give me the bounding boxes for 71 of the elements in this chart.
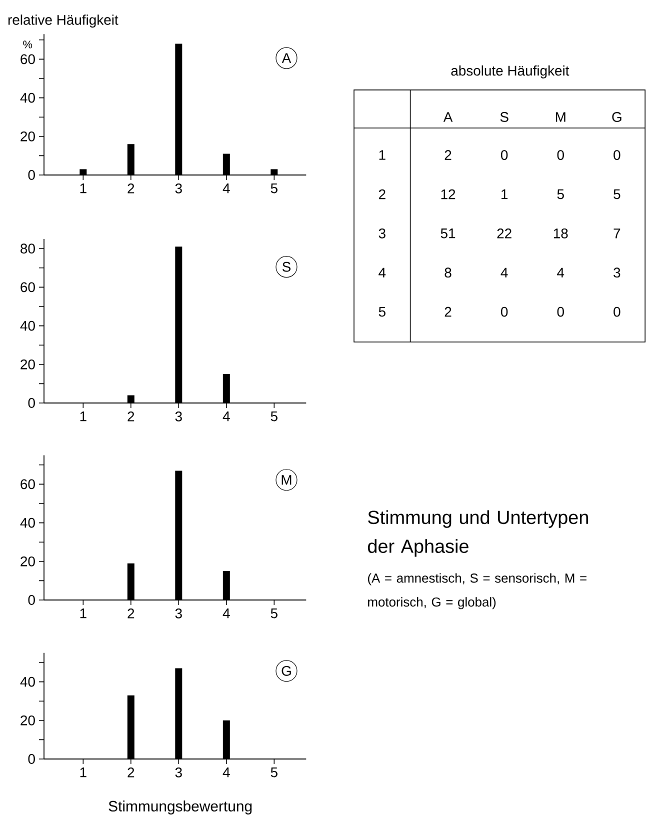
y-axis-title: relative Häufigkeit (8, 14, 118, 28)
x-tick-label: 2 (128, 608, 134, 618)
y-tick-label: 20 (20, 715, 35, 726)
y-tick-label: 20 (20, 359, 35, 370)
data-label: 22 (497, 228, 512, 238)
data-label: 2 (444, 150, 452, 160)
data-label: 0 (557, 150, 564, 160)
x-axis-title: Stimmungsbewertung (108, 800, 252, 814)
y-tick-label: 60 (20, 54, 35, 64)
x-tick-label: 1 (80, 608, 86, 618)
data-label: 0 (614, 150, 620, 160)
x-tick-label: 4 (222, 412, 230, 422)
x-tick-label: 5 (270, 608, 278, 618)
text: S (282, 262, 291, 272)
text: A (282, 53, 292, 63)
x-tick-label: 1 (80, 412, 86, 422)
data-label: 4 (500, 268, 508, 278)
y-tick-label: 60 (20, 282, 35, 292)
x-tick-label: 2 (128, 412, 134, 422)
y-tick-label: 20 (20, 131, 35, 142)
y-tick-label: 60 (20, 479, 35, 490)
y-tick-label: 80 (20, 244, 35, 254)
y-tick-label: 40 (20, 676, 35, 687)
text: Stimmung und Untertypen der Aphasie (368, 510, 588, 557)
x-tick-label: 4 (222, 608, 230, 618)
chart-title: absolute Häufigkeit (451, 65, 570, 78)
y-tick-label: 0 (28, 170, 35, 180)
data-label: 3 (614, 268, 620, 278)
y-tick-label: 20 (20, 556, 35, 566)
x-tick-label: 5 (270, 768, 278, 778)
x-tick-label: 3 (175, 768, 182, 778)
y-tick-label: 0 (28, 595, 35, 605)
data-label: 2 (444, 306, 452, 317)
y-tick-label: 4 (378, 268, 386, 278)
x-tick-label: A (443, 112, 453, 122)
data-label: 8 (444, 268, 452, 278)
x-tick-label: G (612, 112, 622, 122)
y-tick-label: 3 (378, 228, 386, 238)
y-tick-label: 0 (28, 754, 35, 764)
x-tick-label: 2 (128, 768, 134, 778)
text: % (23, 40, 32, 48)
y-tick-label: 1 (379, 150, 386, 160)
x-tick-label: M (556, 112, 566, 122)
x-tick-label: 1 (80, 768, 86, 778)
y-tick-label: 40 (20, 320, 35, 331)
x-tick-label: 3 (175, 412, 182, 422)
data-label: 51 (440, 228, 456, 238)
x-tick-label: 1 (80, 184, 86, 194)
y-tick-label: 40 (20, 92, 35, 103)
x-tick-label: S (500, 112, 508, 122)
data-label: 12 (441, 189, 456, 200)
data-label: 7 (614, 228, 620, 238)
data-label: 4 (557, 268, 564, 278)
x-tick-label: 3 (175, 608, 182, 618)
y-tick-label: 40 (20, 518, 35, 528)
y-tick-label: 5 (378, 306, 386, 317)
data-label: 0 (500, 150, 508, 160)
data-label: 0 (500, 306, 508, 317)
x-tick-label: 4 (222, 768, 230, 778)
text: M (282, 475, 292, 485)
y-tick-label: 0 (28, 398, 35, 408)
data-label: 18 (554, 228, 568, 238)
x-tick-label: 2 (128, 184, 134, 194)
text: G (282, 666, 291, 676)
x-tick-label: 5 (270, 184, 278, 194)
x-tick-label: 3 (175, 184, 182, 194)
x-tick-label: 5 (270, 412, 278, 422)
data-label: 0 (614, 306, 620, 317)
data-label: 0 (557, 306, 564, 317)
text: (A = amnestisch, S = sensorisch, M = motorisch, G = global) (368, 573, 586, 610)
x-tick-label: 4 (222, 184, 230, 194)
